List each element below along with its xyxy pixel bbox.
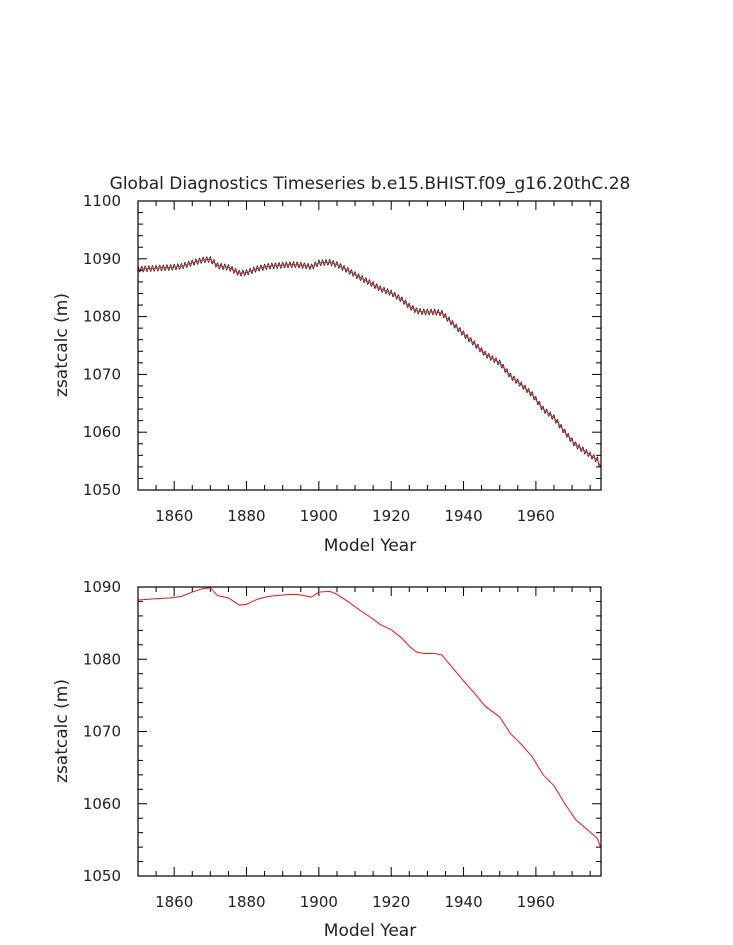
y-tick-label: 1080 xyxy=(83,308,121,326)
y-tick-label: 1090 xyxy=(83,578,121,596)
x-tick-label: 1860 xyxy=(155,893,193,911)
x-tick-label: 1920 xyxy=(372,507,410,525)
top-ticks: 1860 1880 1900 1920 1940 1960 1050 1060 1070 1080… xyxy=(83,192,601,525)
y-tick-label: 1050 xyxy=(83,481,121,499)
x-tick-label: 1900 xyxy=(300,893,338,911)
x-tick-label: 1860 xyxy=(155,507,193,525)
top-series xyxy=(137,255,602,469)
annual-series-line xyxy=(137,258,602,469)
x-tick-label: 1880 xyxy=(227,893,265,911)
top-plot-frame xyxy=(137,200,602,491)
y-tick-label: 1090 xyxy=(83,250,121,268)
bottom-series xyxy=(137,587,602,849)
x-tick-label: 1880 xyxy=(227,507,265,525)
bottom-plot-frame xyxy=(137,586,602,877)
bottom-panel: 1860 1880 1900 1920 1940 1960 1050 1060 1070 1080… xyxy=(52,578,602,941)
y-tick-label: 1080 xyxy=(83,650,121,668)
top-x-axis-label: Model Year xyxy=(324,536,416,556)
x-tick-label: 1940 xyxy=(444,507,482,525)
top-y-axis-label: zsatcalc (m) xyxy=(52,293,72,397)
monthly-series-line xyxy=(137,255,602,468)
bottom-x-axis-label: Model Year xyxy=(324,921,416,941)
y-tick-label: 1070 xyxy=(83,723,121,741)
x-tick-label: 1960 xyxy=(517,893,555,911)
y-tick-label: 1070 xyxy=(83,365,121,383)
x-tick-label: 1940 xyxy=(444,893,482,911)
y-tick-label: 1050 xyxy=(83,867,121,885)
x-tick-label: 1900 xyxy=(300,507,338,525)
bottom-ticks: 1860 1880 1900 1920 1940 1960 1050 1060 1070 1080… xyxy=(83,578,601,911)
y-tick-label: 1060 xyxy=(83,423,121,441)
y-tick-label: 1100 xyxy=(83,192,121,210)
chart-title: Global Diagnostics Timeseries b.e15.BHIS… xyxy=(110,174,631,194)
top-panel: Global Diagnostics Timeseries b.e15.BHIS… xyxy=(52,174,630,556)
y-tick-label: 1060 xyxy=(83,795,121,813)
x-tick-label: 1960 xyxy=(517,507,555,525)
x-tick-label: 1920 xyxy=(372,893,410,911)
annual-series-line xyxy=(137,587,602,849)
bottom-y-axis-label: zsatcalc (m) xyxy=(52,679,72,783)
